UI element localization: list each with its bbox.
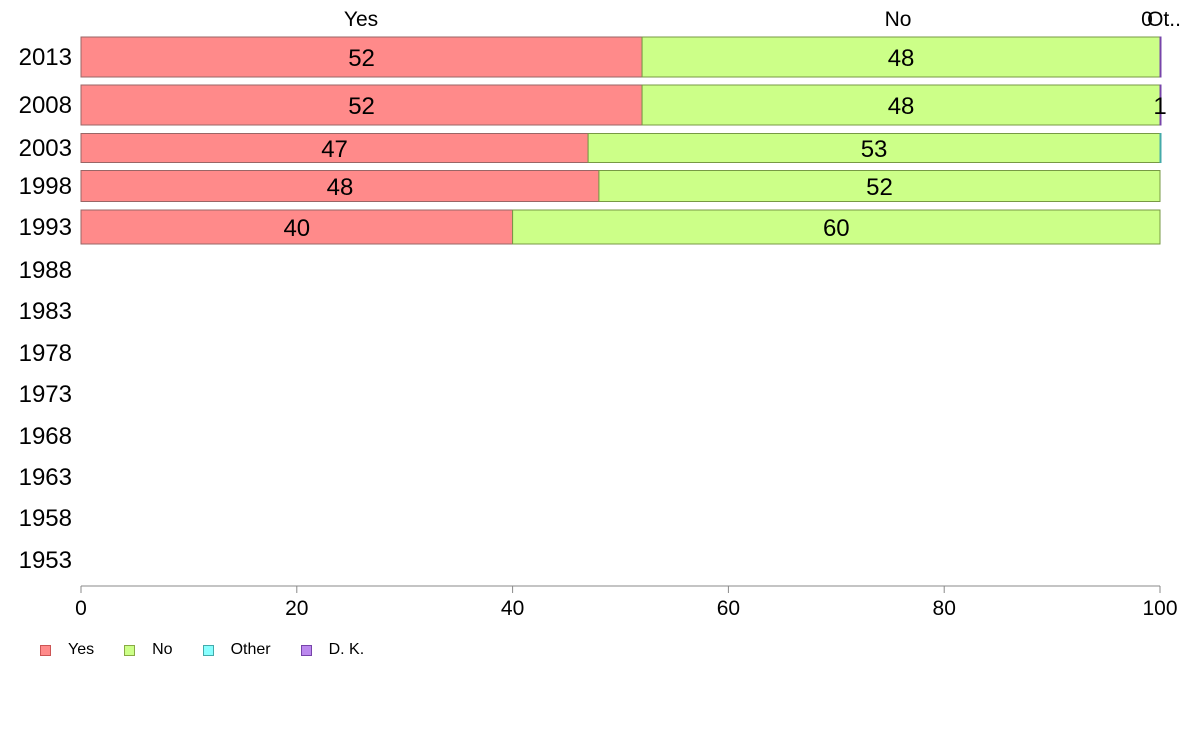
y-tick-label-1953: 1953	[19, 547, 72, 574]
bar-label-2008-dk: 1	[1153, 93, 1166, 120]
x-tick-label-100: 100	[1142, 597, 1177, 620]
bar-label-2008-yes: 52	[348, 93, 375, 120]
top-label-2: 0	[1141, 8, 1153, 31]
legend-swatch-other	[202, 644, 214, 656]
y-tick-label-1978: 1978	[19, 340, 72, 367]
y-tick-label-2003: 2003	[19, 135, 72, 162]
legend-swatch-yes	[40, 644, 51, 656]
top-labels: Yes No 0Ot..	[344, 8, 1181, 31]
legend-label-other: Other	[230, 641, 271, 658]
legend-label-dk: D. K.	[328, 641, 365, 658]
legend-label-no: No	[152, 641, 173, 658]
x-tick-label-0: 0	[75, 597, 87, 620]
legend-swatch-dk	[300, 644, 312, 656]
bar-label-1998-no: 52	[866, 174, 893, 201]
bar-1993-no	[512, 209, 1161, 245]
y-tick-label-1973: 1973	[19, 381, 72, 408]
bar-2003-no	[587, 133, 1161, 163]
bar-label-1993-yes: 40	[283, 215, 310, 242]
top-label-1: No	[885, 8, 912, 31]
y-tick-label-1993: 1993	[19, 214, 72, 241]
y-tick-label-2013: 2013	[19, 44, 72, 71]
y-tick-label-1998: 1998	[19, 173, 72, 200]
bar-1998-no	[598, 170, 1161, 202]
x-tick-label-40: 40	[501, 597, 524, 620]
bar-label-1993-no: 60	[823, 215, 850, 242]
x-axis: 0 20 40 60 80 100	[75, 585, 1178, 620]
legend: Yes No Other D. K.	[40, 641, 394, 659]
bar-1998-yes	[80, 170, 600, 202]
bar-2013-no	[641, 36, 1161, 78]
bar-2003-other	[1159, 133, 1162, 163]
y-tick-label-1963: 1963	[19, 464, 72, 491]
y-tick-label-1988: 1988	[19, 257, 72, 284]
y-tick-label-1983: 1983	[19, 298, 72, 325]
bar-label-2008-no: 48	[888, 93, 915, 120]
x-tick-label-20: 20	[285, 597, 308, 620]
legend-item-no: No	[124, 641, 173, 659]
bar-label-2003-no: 53	[861, 136, 888, 163]
bar-2013-yes	[80, 36, 643, 78]
y-tick-label-1958: 1958	[19, 505, 72, 532]
bar-2013-dk	[1159, 36, 1162, 78]
top-label-0: Yes	[344, 8, 378, 31]
bar-label-1998-yes: 48	[327, 174, 354, 201]
y-axis: 2013 2008 2003 1998 1993 1988 1983 1978 1973 1968…	[19, 44, 72, 574]
bar-2008-dk	[1159, 84, 1162, 126]
legend-label-yes: Yes	[68, 641, 95, 658]
top-label-3: Ot..	[1147, 8, 1181, 31]
y-tick-label-2008: 2008	[19, 92, 72, 119]
bar-label-2013-no: 48	[888, 45, 915, 72]
bar-label-2003-yes: 47	[321, 136, 348, 163]
legend-swatch-no	[124, 644, 136, 656]
bar-label-2013-yes: 52	[348, 45, 375, 72]
x-tick-label-80: 80	[933, 597, 956, 620]
bar-1993-yes	[80, 209, 514, 245]
legend-item-dk: D. K.	[300, 641, 365, 659]
y-tick-label-1968: 1968	[19, 423, 72, 450]
legend-item-yes: Yes	[40, 641, 94, 659]
legend-item-other: Other	[202, 641, 271, 659]
bar-2008-no	[641, 84, 1161, 126]
x-tick-label-60: 60	[717, 597, 740, 620]
